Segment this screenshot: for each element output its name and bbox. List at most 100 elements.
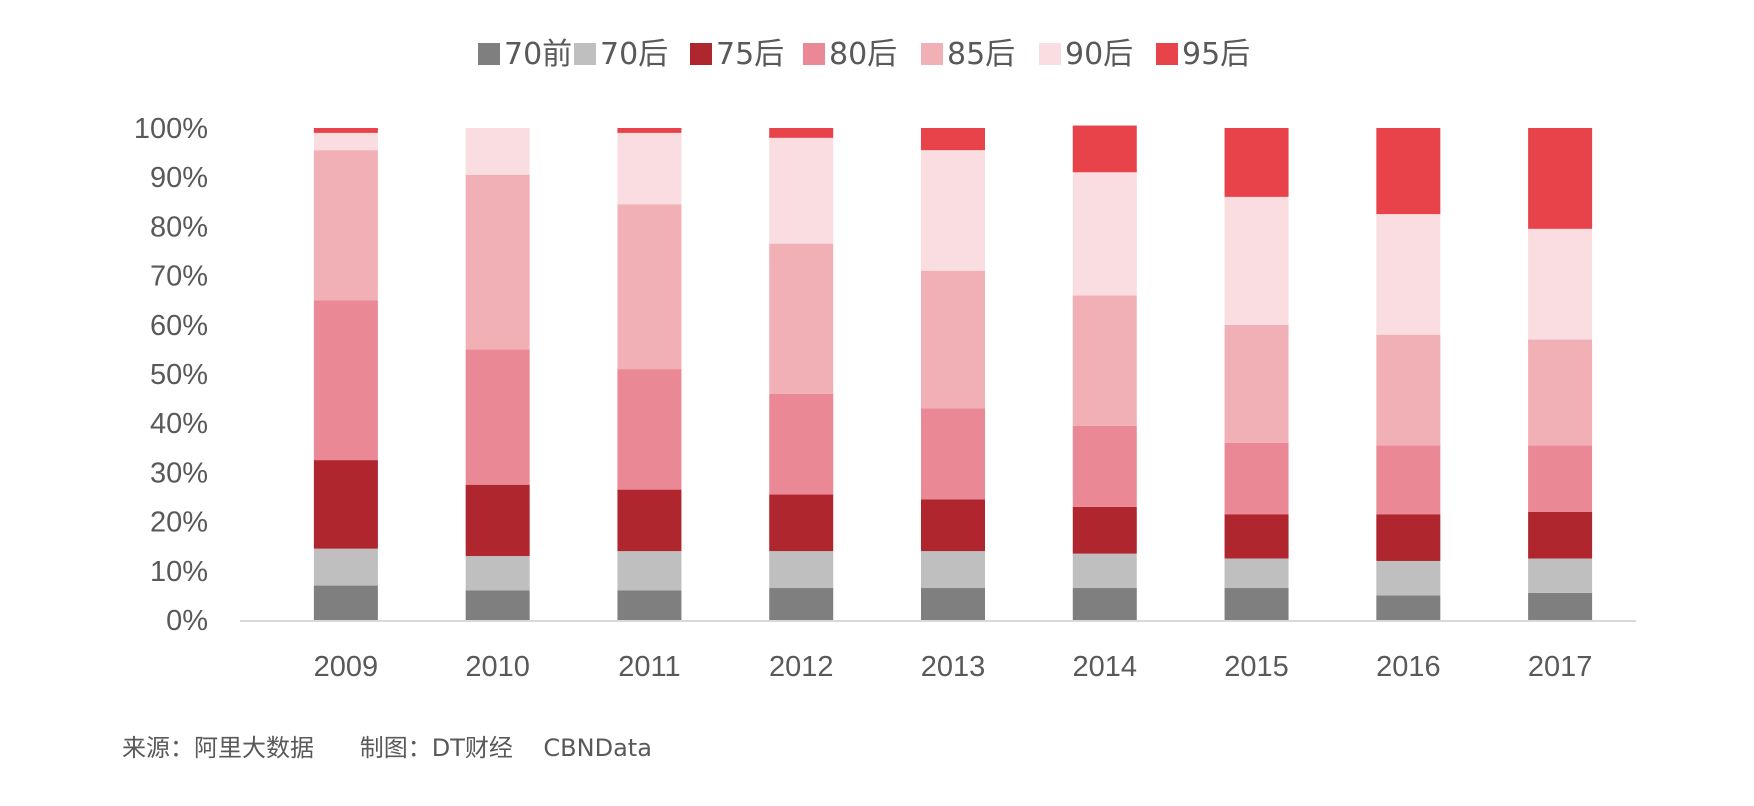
bar-segment-2011-80后 — [617, 369, 682, 490]
legend-swatch-70后 — [574, 43, 596, 65]
bar-segment-2009-75后 — [313, 460, 378, 549]
y-tick-label: 10% — [150, 556, 208, 588]
bar-segment-2009-90后 — [313, 132, 378, 151]
bar-segment-2016-85后 — [1376, 334, 1441, 446]
bar-segment-2013-80后 — [921, 408, 985, 500]
bar-segment-2013-75后 — [921, 499, 985, 552]
bar-segment-2011-70前 — [617, 590, 682, 620]
legend-swatch-75后 — [690, 43, 712, 65]
legend-label-75后: 75后 — [716, 37, 784, 72]
x-tick-label: 2013 — [921, 651, 986, 683]
bar-segment-2010-90后 — [465, 128, 530, 175]
legend-swatch-70前 — [478, 43, 500, 65]
legend-swatch-80后 — [803, 43, 825, 65]
bar-segment-2012-90后 — [769, 137, 834, 244]
bar-segment-2016-70后 — [1376, 560, 1441, 596]
bar-segment-2016-70前 — [1376, 595, 1441, 620]
bar-segment-2017-80后 — [1528, 445, 1593, 512]
bar-segment-2017-95后 — [1528, 128, 1593, 229]
bar-segment-2016-95后 — [1376, 128, 1441, 215]
bar-segment-2016-75后 — [1376, 514, 1441, 561]
legend-label-70前: 70前 — [504, 37, 572, 72]
bar-segment-2017-75后 — [1528, 511, 1593, 559]
x-tick-label: 2009 — [314, 651, 379, 683]
bar-segment-2011-85后 — [617, 204, 682, 370]
y-tick-label: 90% — [150, 162, 208, 194]
bar-segment-2011-90后 — [617, 132, 682, 205]
y-tick-label: 20% — [150, 507, 208, 539]
bar-segment-2014-90后 — [1072, 172, 1137, 296]
bar-segment-2010-80后 — [465, 349, 530, 485]
y-tick-label: 50% — [150, 359, 208, 391]
bar-segment-2009-85后 — [313, 150, 378, 301]
bar-segment-2016-90后 — [1376, 214, 1441, 335]
y-tick-label: 40% — [150, 408, 208, 440]
bar-segment-2012-75后 — [769, 494, 834, 552]
legend: 70前 70后 75后 80后 85后 90后 95后 — [478, 37, 1250, 72]
bar-segment-2014-70前 — [1072, 588, 1137, 620]
legend-swatch-90后 — [1039, 43, 1061, 65]
bar-segment-2014-80后 — [1072, 425, 1137, 507]
y-tick-label: 30% — [150, 457, 208, 489]
x-tick-label: 2015 — [1224, 651, 1289, 683]
x-tick-label: 2010 — [465, 651, 530, 683]
bar-segment-2014-85后 — [1072, 295, 1137, 426]
bar-segment-2014-95后 — [1072, 125, 1137, 173]
bar-segment-2011-95后 — [617, 128, 682, 133]
legend-swatch-85后 — [921, 43, 943, 65]
bar-segment-2013-85后 — [921, 270, 985, 409]
bar-segment-2010-85后 — [465, 174, 530, 350]
bar-segment-2015-90后 — [1224, 196, 1289, 325]
bar-segment-2014-70后 — [1072, 553, 1137, 589]
bar-segment-2014-75后 — [1072, 506, 1137, 554]
bar-segment-2010-70后 — [465, 556, 530, 591]
bar-segment-2015-75后 — [1224, 514, 1289, 559]
bar-segment-2010-75后 — [465, 484, 530, 557]
bar-segment-2015-95后 — [1224, 128, 1289, 197]
bar-segment-2009-70前 — [313, 585, 378, 620]
x-tick-label: 2012 — [769, 651, 834, 683]
source-note: 来源：阿里大数据 制图：DT财经 CBNData — [122, 734, 652, 762]
bar-segment-2013-70后 — [921, 551, 985, 589]
bar-segment-2010-70前 — [465, 590, 530, 620]
bar-segment-2016-80后 — [1376, 445, 1441, 515]
y-tick-label: 70% — [150, 261, 208, 293]
bar-segment-2015-85后 — [1224, 324, 1289, 443]
bar-segment-2017-70后 — [1528, 558, 1593, 593]
y-tick-label: 0% — [166, 605, 208, 637]
bar-segment-2012-80后 — [769, 393, 834, 495]
bar-segment-2009-70后 — [313, 548, 378, 586]
y-tick-label: 100% — [134, 113, 208, 145]
bars — [313, 125, 1593, 620]
x-tick-label: 2016 — [1376, 651, 1441, 683]
x-tick-label: 2017 — [1528, 651, 1593, 683]
legend-label-85后: 85后 — [947, 37, 1015, 72]
bar-segment-2017-85后 — [1528, 339, 1593, 446]
bar-segment-2013-90后 — [921, 150, 985, 271]
legend-label-95后: 95后 — [1182, 37, 1250, 72]
bar-segment-2015-80后 — [1224, 442, 1289, 515]
legend-label-90后: 90后 — [1065, 37, 1133, 72]
x-tick-label: 2014 — [1073, 651, 1138, 683]
bar-segment-2009-95后 — [313, 128, 378, 133]
bar-segment-2011-75后 — [617, 489, 682, 552]
legend-label-70后: 70后 — [600, 37, 668, 72]
x-tick-label: 2011 — [618, 651, 680, 683]
y-tick-label: 60% — [150, 310, 208, 342]
bar-segment-2017-90后 — [1528, 228, 1593, 340]
bar-segment-2015-70前 — [1224, 588, 1289, 620]
bar-segment-2012-70前 — [769, 588, 834, 620]
bar-segment-2015-70后 — [1224, 558, 1289, 589]
bar-segment-2013-95后 — [921, 128, 985, 151]
x-axis: 2009 2010 2011 2012 2013 2014 2015 2016 2017 — [240, 620, 1636, 683]
bar-segment-2009-80后 — [313, 300, 378, 461]
legend-swatch-95后 — [1156, 43, 1178, 65]
bar-segment-2017-70前 — [1528, 592, 1593, 620]
y-tick-label: 80% — [150, 211, 208, 243]
bar-segment-2011-70后 — [617, 551, 682, 591]
bar-segment-2012-85后 — [769, 243, 834, 394]
bar-segment-2013-70前 — [921, 588, 985, 620]
bar-segment-2012-70后 — [769, 551, 834, 589]
